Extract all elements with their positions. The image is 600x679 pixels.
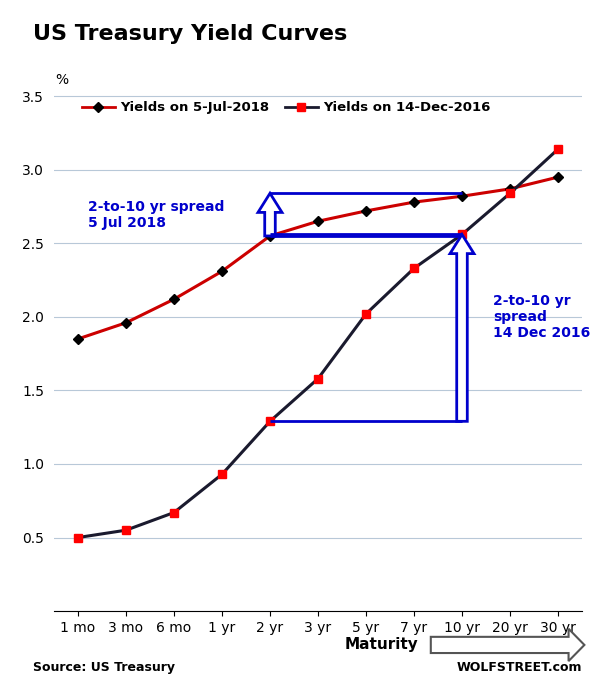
Text: Maturity: Maturity (345, 638, 419, 653)
Text: US Treasury Yield Curves: US Treasury Yield Curves (33, 24, 347, 43)
Text: Source: US Treasury: Source: US Treasury (33, 661, 175, 674)
Text: %: % (55, 73, 68, 88)
Polygon shape (258, 194, 282, 236)
Polygon shape (450, 234, 474, 421)
Text: WOLFSTREET.com: WOLFSTREET.com (457, 661, 582, 674)
Legend: Yields on 5-Jul-2018, Yields on 14-Dec-2016: Yields on 5-Jul-2018, Yields on 14-Dec-2… (76, 96, 496, 120)
Text: 2-to-10 yr
spread
14 Dec 2016: 2-to-10 yr spread 14 Dec 2016 (493, 293, 590, 340)
Text: 2-to-10 yr spread
5 Jul 2018: 2-to-10 yr spread 5 Jul 2018 (88, 200, 224, 230)
Polygon shape (431, 629, 584, 661)
